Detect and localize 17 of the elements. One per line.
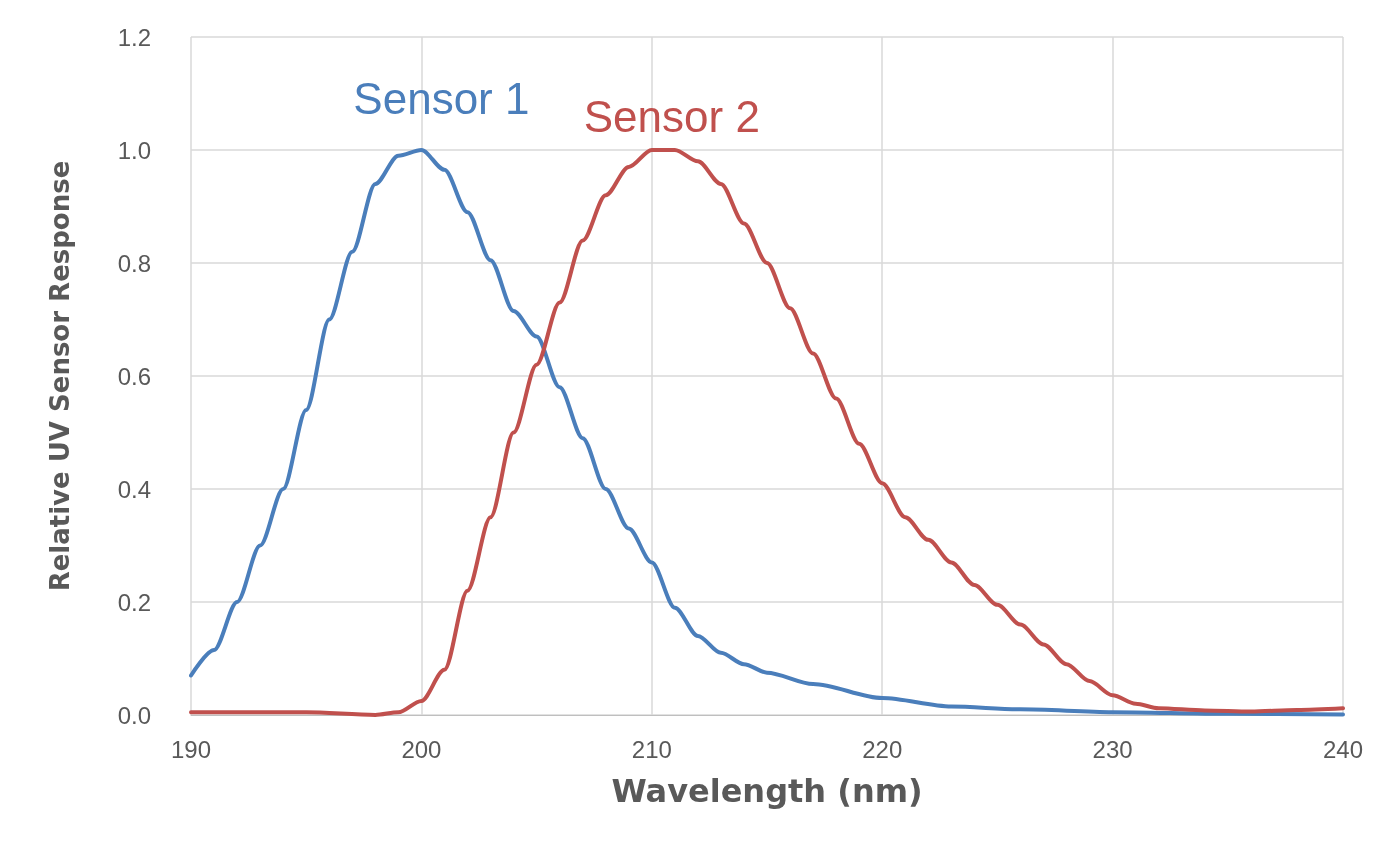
series-label: Sensor 1 bbox=[353, 73, 530, 123]
y-tick-label: 0.8 bbox=[117, 249, 151, 277]
y-tick-label: 0.6 bbox=[117, 362, 151, 390]
x-tick-label: 200 bbox=[401, 735, 442, 763]
x-axis-title: Wavelength (nm) bbox=[611, 772, 923, 810]
y-tick-label: 1.2 bbox=[117, 23, 151, 51]
y-tick-label: 0.2 bbox=[117, 588, 151, 616]
x-tick-label: 240 bbox=[1322, 735, 1364, 763]
x-tick-label: 220 bbox=[862, 735, 903, 763]
y-tick-label: 0.0 bbox=[117, 701, 151, 729]
y-tick-label: 0.4 bbox=[117, 475, 151, 503]
x-tick-label: 210 bbox=[631, 735, 672, 763]
x-tick-label: 230 bbox=[1092, 735, 1133, 763]
x-tick-label: 190 bbox=[170, 735, 212, 763]
series-label: Sensor 2 bbox=[583, 91, 760, 141]
y-axis-title: Relative UV Sensor Response bbox=[45, 160, 75, 592]
y-tick-label: 1.0 bbox=[117, 136, 151, 164]
